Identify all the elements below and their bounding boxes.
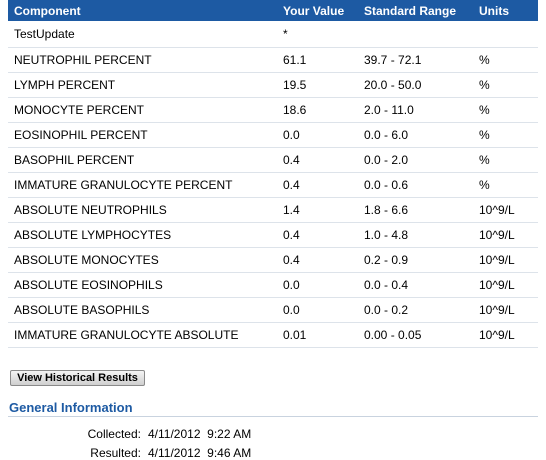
collected-label: Collected:: [87, 427, 141, 441]
range-cell: 2.0 - 11.0: [364, 97, 479, 123]
component-cell: ABSOLUTE BASOPHILS: [8, 297, 283, 323]
column-header-component: Component: [8, 0, 283, 21]
value-cell: 0.0: [283, 122, 364, 148]
range-cell: 39.7 - 72.1: [364, 47, 479, 73]
column-header-standard-range: Standard Range: [364, 0, 479, 21]
range-cell: 0.0 - 0.4: [364, 272, 479, 298]
table-row: MONOCYTE PERCENT 18.6 2.0 - 11.0%: [8, 97, 538, 123]
results-table-body: TestUpdate * NEUTROPHIL PERCENT 61.1 39.7 - …: [8, 21, 538, 348]
column-header-your-value: Your Value: [283, 0, 364, 21]
table-row: ABSOLUTE EOSINOPHILS 0.0 0.0 - 0.4 10^9/L: [8, 272, 538, 298]
value-cell: 0.4: [283, 247, 364, 273]
component-cell: ABSOLUTE NEUTROPHILS: [8, 197, 283, 223]
table-row: IMMATURE GRANULOCYTE PERCENT 0.4 0.0 - 0.6…: [8, 172, 538, 198]
component-cell: MONOCYTE PERCENT: [8, 97, 283, 123]
collected-value: 4/11/2012 9:22 AM: [148, 427, 252, 441]
units-cell: 10^9/L: [479, 322, 538, 348]
units-cell: %: [479, 172, 538, 198]
units-cell: %: [479, 97, 538, 123]
units-cell: %: [479, 47, 538, 73]
component-cell: TestUpdate: [8, 21, 283, 48]
value-cell: 61.1: [283, 47, 364, 73]
units-cell: 10^9/L: [479, 222, 538, 248]
units-cell: %: [479, 147, 538, 173]
range-cell: 20.0 - 50.0: [364, 72, 479, 98]
table-row: NEUTROPHIL PERCENT 61.1 39.7 - 72.1%: [8, 47, 538, 73]
component-cell: BASOPHIL PERCENT: [8, 147, 283, 173]
lab-results-table: Component Your Value Standard Range Unit…: [8, 0, 538, 348]
view-historical-results-button[interactable]: View Historical Results: [10, 370, 145, 386]
value-cell: 0.4: [283, 222, 364, 248]
component-cell: NEUTROPHIL PERCENT: [8, 47, 283, 73]
range-cell: 0.0 - 0.2: [364, 297, 479, 323]
resulted-label: Resulted:: [90, 446, 141, 460]
units-cell: %: [479, 122, 538, 148]
resulted-value: 4/11/2012 9:46 AM: [148, 446, 252, 460]
value-cell: 0.01: [283, 322, 364, 348]
component-cell: ABSOLUTE LYMPHOCYTES: [8, 222, 283, 248]
units-cell: [479, 21, 538, 48]
column-header-units: Units: [479, 0, 538, 21]
section-divider: [8, 416, 538, 417]
value-cell: 0.0: [283, 272, 364, 298]
range-cell: 1.0 - 4.8: [364, 222, 479, 248]
component-cell: ABSOLUTE EOSINOPHILS: [8, 272, 283, 298]
component-cell: IMMATURE GRANULOCYTE ABSOLUTE: [8, 322, 283, 348]
range-cell: 0.00 - 0.05: [364, 322, 479, 348]
units-cell: %: [479, 72, 538, 98]
units-cell: 10^9/L: [479, 272, 538, 298]
range-cell: 0.2 - 0.9: [364, 247, 479, 273]
table-row: IMMATURE GRANULOCYTE ABSOLUTE 0.01 0.00 - …: [8, 322, 538, 348]
component-cell: LYMPH PERCENT: [8, 72, 283, 98]
units-cell: 10^9/L: [479, 297, 538, 323]
table-row: LYMPH PERCENT 19.5 20.0 - 50.0%: [8, 72, 538, 98]
table-row: EOSINOPHIL PERCENT 0.0 0.0 - 6.0%: [8, 122, 538, 148]
range-cell: 1.8 - 6.6: [364, 197, 479, 223]
component-cell: EOSINOPHIL PERCENT: [8, 122, 283, 148]
units-cell: 10^9/L: [479, 247, 538, 273]
units-cell: 10^9/L: [479, 197, 538, 223]
value-cell: 18.6: [283, 97, 364, 123]
general-information-heading: General Information: [9, 400, 133, 415]
range-cell: 0.0 - 2.0: [364, 147, 479, 173]
table-row: ABSOLUTE NEUTROPHILS 1.4 1.8 - 6.6 10^9/L: [8, 197, 538, 223]
value-cell: 19.5: [283, 72, 364, 98]
table-row: BASOPHIL PERCENT 0.4 0.0 - 2.0%: [8, 147, 538, 173]
table-row: ABSOLUTE LYMPHOCYTES 0.4 1.0 - 4.8 10^9/L: [8, 222, 538, 248]
table-row: ABSOLUTE BASOPHILS 0.0 0.0 - 0.2 10^9/L: [8, 297, 538, 323]
table-row: TestUpdate *: [8, 21, 538, 48]
value-cell: 1.4: [283, 197, 364, 223]
value-cell: 0.4: [283, 147, 364, 173]
table-row: ABSOLUTE MONOCYTES 0.4 0.2 - 0.9 10^9/L: [8, 247, 538, 273]
range-cell: [364, 21, 479, 48]
value-cell: *: [283, 21, 364, 48]
value-cell: 0.4: [283, 172, 364, 198]
component-cell: ABSOLUTE MONOCYTES: [8, 247, 283, 273]
table-header-row: Component Your Value Standard Range Unit…: [8, 0, 538, 21]
range-cell: 0.0 - 0.6: [364, 172, 479, 198]
value-cell: 0.0: [283, 297, 364, 323]
component-cell: IMMATURE GRANULOCYTE PERCENT: [8, 172, 283, 198]
range-cell: 0.0 - 6.0: [364, 122, 479, 148]
